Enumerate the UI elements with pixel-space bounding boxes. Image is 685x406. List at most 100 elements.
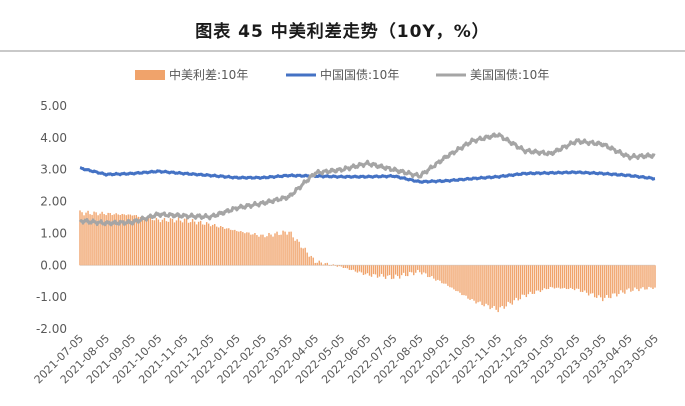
spread-bar: [332, 264, 335, 266]
spread-bar: [340, 265, 343, 267]
spread-bar: [191, 219, 194, 266]
spread-bar: [539, 265, 542, 293]
spread-bar: [246, 232, 248, 266]
spread-bar: [461, 265, 463, 296]
spread-bar: [216, 226, 218, 266]
spread-bar: [222, 227, 224, 266]
spread-bar: [491, 265, 493, 308]
spread-bar: [467, 265, 469, 299]
spread-bar: [324, 263, 326, 266]
spread-bar: [589, 265, 592, 294]
spread-bar: [644, 265, 646, 290]
spread-bar: [99, 213, 101, 266]
spread-bar: [547, 265, 550, 290]
spread-bar: [157, 219, 160, 266]
spread-bar: [272, 236, 274, 266]
spread-bar: [125, 215, 127, 266]
spread-bar: [640, 265, 642, 289]
spread-bar: [139, 217, 142, 266]
spread-bar: [624, 265, 626, 294]
spread-bar: [407, 265, 409, 277]
spread-bar: [211, 224, 214, 266]
spread-bar: [230, 229, 232, 266]
spread-bar: [119, 214, 121, 266]
spread-bar: [573, 265, 576, 291]
spread-bar: [304, 247, 306, 266]
spread-bar: [445, 265, 447, 284]
spread-bar: [549, 265, 552, 287]
spread-bar: [455, 265, 457, 292]
spread-bar: [598, 265, 600, 296]
spread-bar: [113, 214, 115, 266]
spread-bar: [475, 265, 477, 304]
spread-bar: [630, 265, 632, 292]
spread-bar: [244, 233, 246, 266]
spread-bar: [614, 265, 616, 294]
spread-bar: [413, 265, 415, 276]
spread-bar: [318, 260, 320, 266]
spread-bar: [537, 265, 540, 291]
spread-bar: [449, 265, 451, 288]
spread-bar: [238, 231, 240, 266]
spread-bar: [135, 215, 137, 266]
spread-bar: [93, 211, 95, 266]
spread-bar: [344, 265, 347, 268]
spread-bar: [79, 210, 81, 266]
yield-lines: [78, 132, 656, 227]
spread-bar: [487, 265, 489, 306]
spread-bar: [226, 228, 228, 266]
us-10y-line: [78, 132, 656, 227]
spread-bar: [195, 224, 198, 266]
spread-bar: [103, 214, 105, 266]
spread-bar: [143, 217, 146, 266]
spread-bar: [232, 230, 234, 266]
spread-bar: [591, 265, 594, 294]
spread-bar: [360, 265, 363, 273]
spread-bar: [350, 265, 353, 271]
spread-bar: [425, 265, 427, 274]
spread-bar: [411, 265, 413, 273]
spread-bar: [447, 265, 449, 286]
spread-bar: [638, 265, 640, 292]
chart-title: 图表 45 中美利差走势（10Y，%）: [195, 22, 490, 42]
spread-bar: [398, 265, 401, 279]
spread-bar: [214, 224, 216, 266]
spread-bar: [89, 214, 91, 266]
spread-bar: [320, 262, 322, 266]
spread-bar: [218, 227, 220, 266]
spread-bar: [278, 234, 280, 266]
spread-bar: [310, 255, 312, 266]
spread-bar: [133, 215, 135, 266]
spread-bar: [187, 222, 190, 266]
spread-bar: [396, 265, 399, 277]
spread-bar: [577, 265, 580, 289]
spread-bar: [593, 265, 596, 298]
spread-bar: [161, 219, 164, 266]
spread-bar: [571, 265, 574, 289]
spread-bar: [533, 265, 536, 294]
spread-bar: [431, 265, 433, 277]
spread-bar: [260, 234, 262, 266]
spread-bar: [606, 265, 608, 296]
spread-bar: [298, 241, 300, 266]
spread-bar: [374, 265, 377, 275]
spread-bar: [179, 220, 182, 266]
spread-bar: [529, 265, 532, 292]
spread-bar: [404, 265, 407, 277]
spread-bar: [628, 265, 630, 289]
spread-bar: [553, 265, 556, 289]
spread-bars: [79, 210, 656, 313]
spread-bar: [501, 265, 503, 306]
y-tick-label: 5.00: [40, 99, 67, 113]
spread-bar: [505, 265, 507, 307]
spread-bar: [602, 265, 604, 302]
spread-bar: [511, 265, 513, 305]
spread-bar: [423, 265, 425, 273]
spread-bar: [565, 265, 568, 290]
spread-bar: [83, 215, 85, 266]
spread-bar: [394, 265, 397, 275]
spread-bar: [199, 220, 202, 266]
spread-bar: [427, 265, 429, 278]
spread-bar: [149, 217, 152, 266]
